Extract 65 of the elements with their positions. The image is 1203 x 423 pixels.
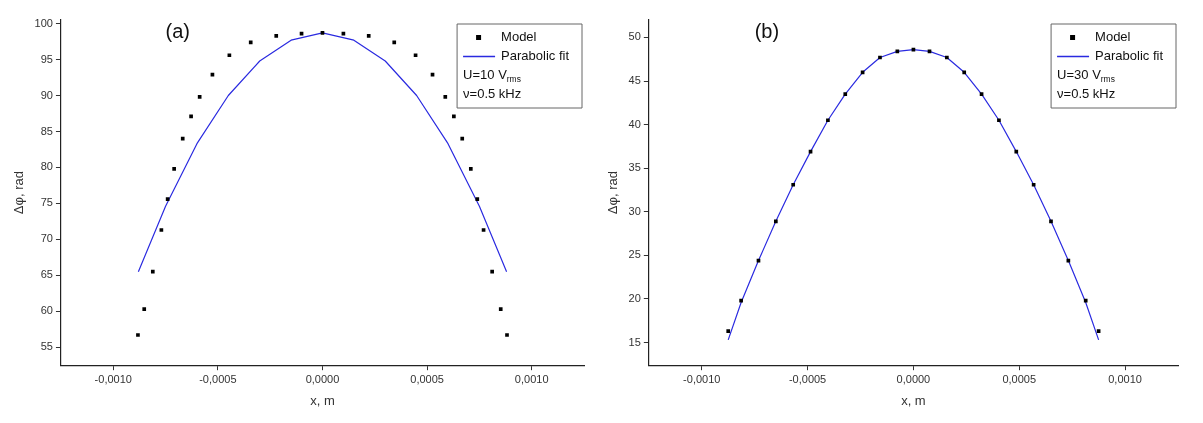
legend-label: Model <box>1095 29 1131 45</box>
y-tick-label: 80 <box>40 160 53 173</box>
point <box>739 298 743 303</box>
point <box>248 40 253 45</box>
point <box>136 333 140 337</box>
point <box>366 33 371 38</box>
point <box>490 269 494 274</box>
y-tick-label: 35 <box>628 161 641 174</box>
y-tick-label: 20 <box>628 291 641 304</box>
legend-label: Parabolic fit <box>501 48 570 64</box>
y-tick-label: 45 <box>628 74 641 87</box>
y-tick-label: 30 <box>628 204 641 217</box>
point <box>197 95 202 99</box>
point <box>997 118 1001 123</box>
point <box>172 167 176 171</box>
y-tick-label: 85 <box>40 124 53 137</box>
y-tick-label: 40 <box>628 117 641 130</box>
point <box>498 307 503 311</box>
y-axis-title: Δφ, rad <box>605 171 621 215</box>
y-tick-label: 50 <box>628 30 641 43</box>
point <box>443 95 448 99</box>
y-tick-label: 60 <box>40 304 53 317</box>
point <box>150 269 155 274</box>
y-tick-label: 70 <box>40 232 53 245</box>
point <box>468 167 473 171</box>
y-tick-label: 90 <box>40 88 53 101</box>
legend-label: Model <box>501 29 537 45</box>
x-tick-label: -0,0005 <box>199 372 237 385</box>
point <box>460 136 465 141</box>
y-tick-label: 100 <box>34 16 53 29</box>
point <box>180 136 185 141</box>
point <box>505 333 509 337</box>
point <box>826 118 830 123</box>
chart-title: (a) <box>165 19 191 42</box>
point <box>392 40 397 45</box>
point <box>1083 298 1088 303</box>
point <box>726 329 731 334</box>
x-tick-label: 0,0010 <box>514 372 549 385</box>
point <box>843 92 848 96</box>
x-tick-label: 0,0005 <box>1002 372 1037 385</box>
x-tick-label: -0,0005 <box>788 372 827 385</box>
point <box>274 33 279 38</box>
x-tick-label: -0,0010 <box>94 372 132 385</box>
y-tick-label: 15 <box>628 335 641 348</box>
x-axis-title: x, m <box>310 392 335 408</box>
x-tick-label: 0,0005 <box>410 372 444 385</box>
chart-title: (b) <box>754 19 780 42</box>
point <box>142 307 147 311</box>
x-tick-label: -0,0010 <box>683 372 721 385</box>
x-tick-label: 0,0000 <box>896 372 931 385</box>
annotation: ν=0.5 kHz <box>1057 86 1116 102</box>
y-tick-label: 25 <box>628 248 641 261</box>
x-tick-label: 0,0010 <box>1108 372 1142 385</box>
y-tick-label: 95 <box>40 52 53 65</box>
x-tick-label: 0,0000 <box>305 372 340 385</box>
annotation: ν=0.5 kHz <box>463 86 522 102</box>
x-axis-title: x, m <box>901 392 926 408</box>
y-tick-label: 55 <box>40 340 53 353</box>
y-axis-title: Δφ, rad <box>11 171 27 215</box>
point <box>475 197 480 201</box>
point <box>791 182 796 187</box>
y-tick-label: 75 <box>40 196 53 209</box>
point <box>962 70 967 75</box>
legend-label: Parabolic fit <box>1095 48 1164 64</box>
y-tick-label: 65 <box>40 268 53 281</box>
